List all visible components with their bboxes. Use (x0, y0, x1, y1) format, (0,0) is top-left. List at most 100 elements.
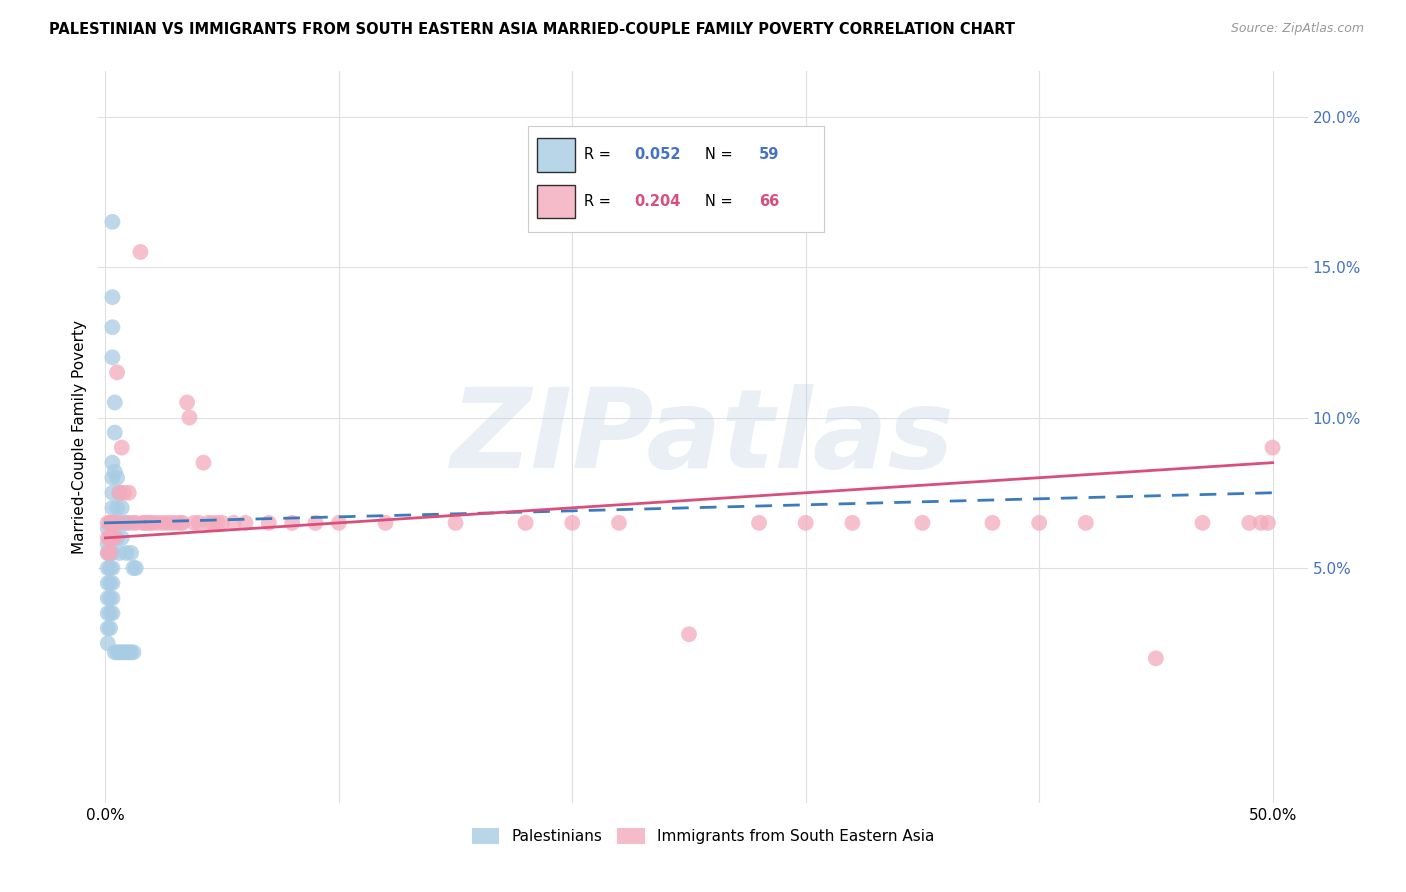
Point (97, 522, 120, 536)
Point (981, 516, 1004, 530)
Point (104, 645, 127, 659)
Point (105, 500, 128, 515)
Point (118, 516, 141, 530)
Point (125, 561, 148, 575)
Point (97, 576, 120, 591)
Point (134, 516, 156, 530)
Point (118, 485, 141, 500)
Point (444, 516, 467, 530)
Point (101, 576, 124, 591)
Point (211, 516, 233, 530)
Y-axis label: Married-Couple Family Poverty: Married-Couple Family Poverty (72, 320, 87, 554)
Point (112, 645, 135, 659)
Point (101, 516, 124, 530)
Point (105, 516, 128, 530)
Point (111, 531, 134, 545)
Point (222, 516, 245, 530)
Point (139, 516, 162, 530)
Point (108, 516, 131, 530)
Point (98, 606, 121, 620)
Point (108, 485, 131, 500)
Point (159, 516, 181, 530)
Point (97, 546, 120, 560)
Point (169, 516, 191, 530)
Point (111, 441, 134, 455)
Point (607, 516, 630, 530)
Point (129, 244, 152, 259)
Point (101, 471, 124, 485)
Point (515, 516, 537, 530)
Point (104, 425, 127, 440)
Point (1028, 516, 1050, 530)
Point (207, 516, 229, 530)
Point (101, 320, 124, 334)
Point (179, 410, 201, 425)
Point (1250, 516, 1272, 530)
Point (132, 516, 155, 530)
Point (136, 516, 159, 530)
Point (111, 645, 134, 659)
Point (101, 500, 124, 515)
Point (1257, 516, 1279, 530)
Point (235, 516, 257, 530)
Point (748, 516, 770, 530)
Point (98, 531, 121, 545)
Point (101, 215, 124, 229)
Point (176, 395, 198, 409)
Point (104, 516, 127, 530)
Point (98, 561, 121, 575)
Point (678, 627, 700, 641)
Point (1261, 441, 1284, 455)
Point (155, 516, 177, 530)
Point (115, 516, 138, 530)
Point (112, 485, 135, 500)
Point (108, 546, 131, 560)
Point (165, 516, 187, 530)
Point (104, 395, 127, 409)
Point (98, 621, 121, 635)
Point (197, 516, 219, 530)
Point (108, 485, 131, 500)
Point (104, 465, 127, 479)
Point (111, 500, 134, 515)
Point (105, 365, 128, 379)
Point (104, 531, 127, 545)
Point (122, 645, 145, 659)
Point (98, 546, 121, 560)
Point (120, 645, 142, 659)
Point (97, 516, 120, 530)
Point (561, 516, 583, 530)
Point (104, 516, 127, 530)
Point (304, 516, 326, 530)
Point (328, 516, 350, 530)
Point (1191, 516, 1213, 530)
Point (97, 531, 120, 545)
Point (101, 351, 124, 365)
Point (105, 645, 128, 659)
Legend: Palestinians, Immigrants from South Eastern Asia: Palestinians, Immigrants from South East… (465, 822, 941, 850)
Point (105, 471, 128, 485)
Text: PALESTINIAN VS IMMIGRANTS FROM SOUTH EASTERN ASIA MARRIED-COUPLE FAMILY POVERTY : PALESTINIAN VS IMMIGRANTS FROM SOUTH EAS… (49, 22, 1015, 37)
Point (122, 561, 145, 575)
Point (97, 636, 120, 650)
Point (122, 516, 145, 530)
Point (201, 516, 224, 530)
Point (101, 591, 124, 606)
Point (1144, 651, 1167, 665)
Point (101, 561, 124, 575)
Text: ZIPatlas: ZIPatlas (451, 384, 955, 491)
Point (150, 516, 173, 530)
Point (101, 456, 124, 470)
Point (172, 516, 194, 530)
Point (98, 591, 121, 606)
Point (101, 290, 124, 304)
Point (101, 485, 124, 500)
Point (101, 531, 124, 545)
Point (183, 516, 205, 530)
Point (1237, 516, 1260, 530)
Point (101, 516, 124, 530)
Point (146, 516, 169, 530)
Point (115, 645, 138, 659)
Point (141, 516, 163, 530)
Point (911, 516, 934, 530)
